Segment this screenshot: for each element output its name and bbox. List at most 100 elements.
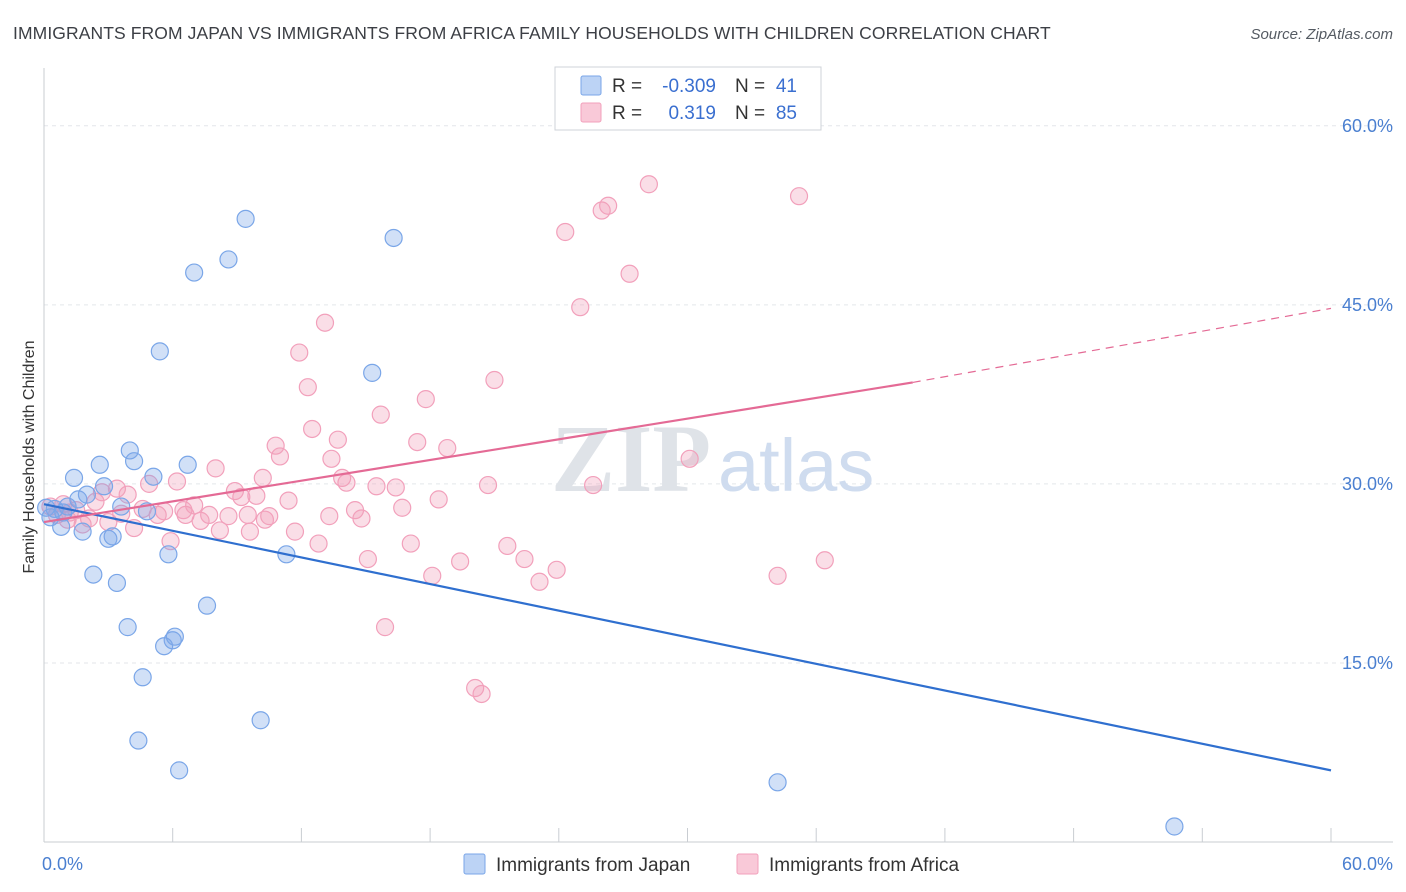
- africa-point: [386, 478, 405, 497]
- japan-point: [69, 490, 88, 509]
- japan-point: [768, 773, 787, 792]
- japan-point: [124, 452, 144, 471]
- japan-point: [197, 596, 217, 615]
- watermark-atlas: atlas: [718, 424, 874, 507]
- japan-point: [384, 228, 403, 248]
- legend-n-label-africa: N =: [735, 103, 765, 124]
- africa-point: [680, 449, 699, 468]
- japan-point: [144, 467, 163, 486]
- japan-points: [37, 209, 1184, 836]
- africa-point: [438, 438, 457, 458]
- africa-point: [639, 175, 658, 194]
- japan-point: [73, 522, 92, 541]
- africa-point: [556, 222, 575, 242]
- japan-point: [118, 618, 137, 637]
- japan-point: [94, 477, 114, 496]
- africa-point: [408, 432, 427, 452]
- legend-r-value-africa: 0.319: [668, 103, 716, 124]
- chart-title: IMMIGRANTS FROM JAPAN VS IMMIGRANTS FROM…: [13, 23, 1051, 43]
- japan-point: [219, 250, 238, 269]
- japan-point: [251, 711, 270, 730]
- legend-n-value-japan: 41: [776, 76, 797, 97]
- japan-point: [84, 565, 103, 584]
- africa-point: [285, 522, 305, 541]
- japan-point: [129, 731, 148, 750]
- bottom-legend: Immigrants from Japan Immigrants from Af…: [463, 853, 959, 876]
- legend-swatch-japan: [580, 75, 602, 96]
- bottom-legend-label-japan: Immigrants from Japan: [496, 855, 690, 876]
- bottom-legend-swatch-japan: [463, 853, 486, 875]
- legend-r-label-japan: R =: [612, 76, 642, 97]
- axes: [43, 68, 1393, 843]
- legend-r-value-japan: -0.309: [662, 76, 716, 97]
- japan-point: [185, 263, 204, 282]
- africa-point: [303, 419, 322, 439]
- japan-point: [112, 497, 131, 516]
- japan-point: [107, 573, 127, 593]
- africa-point: [322, 449, 341, 468]
- africa-points: [41, 175, 834, 704]
- africa-point: [815, 551, 834, 570]
- africa-point: [337, 473, 356, 492]
- africa-point: [451, 552, 470, 571]
- africa-trend-line: [43, 381, 913, 524]
- africa-point: [367, 477, 386, 496]
- africa-point: [478, 475, 498, 495]
- africa-point: [270, 447, 290, 466]
- africa-point: [571, 298, 590, 317]
- africa-point: [167, 472, 187, 491]
- legend-r-label-africa: R =: [612, 103, 642, 124]
- legend-n-value-africa: 85: [776, 103, 797, 124]
- bottom-legend-label-africa: Immigrants from Africa: [769, 855, 959, 876]
- africa-point: [240, 522, 260, 541]
- africa-point: [768, 566, 787, 585]
- africa-point: [515, 549, 534, 569]
- top-legend: R = -0.309 N = 41 R = 0.319 N = 85: [554, 66, 822, 131]
- y-axis-label: Family Households with Children: [21, 341, 38, 574]
- africa-point: [371, 405, 390, 424]
- africa-point: [375, 618, 395, 637]
- africa-point: [290, 343, 309, 362]
- y-tick-label: 30.0%: [1342, 474, 1393, 494]
- japan-point: [170, 761, 189, 780]
- africa-point: [219, 507, 238, 526]
- japan-point: [77, 485, 97, 504]
- africa-point: [279, 491, 298, 510]
- africa-point: [200, 505, 219, 525]
- africa-point: [423, 566, 442, 585]
- watermark: ZIP atlas: [551, 405, 874, 512]
- x-tick-label-min: 0.0%: [42, 854, 83, 874]
- africa-point: [547, 560, 566, 579]
- africa-point: [210, 521, 229, 540]
- africa-point: [309, 534, 328, 553]
- africa-point: [238, 505, 257, 525]
- africa-point: [416, 390, 435, 409]
- africa-point: [328, 430, 347, 449]
- japan-trend-line: [43, 503, 1332, 772]
- africa-point: [429, 490, 448, 509]
- y-tick-label: 45.0%: [1342, 295, 1393, 315]
- africa-point: [789, 187, 809, 206]
- africa-point: [401, 534, 420, 553]
- y-tick-label: 15.0%: [1342, 653, 1393, 673]
- japan-point: [90, 455, 109, 474]
- japan-point: [1165, 817, 1184, 836]
- y-tick-label: 60.0%: [1342, 116, 1393, 136]
- africa-point: [584, 475, 603, 495]
- japan-point: [236, 209, 255, 228]
- bottom-legend-swatch-africa: [736, 853, 759, 875]
- gridlines: [44, 125, 1393, 664]
- japan-point: [150, 342, 169, 361]
- legend-swatch-africa: [580, 102, 602, 123]
- africa-point: [320, 507, 339, 526]
- africa-point: [174, 501, 193, 520]
- japan-point: [133, 668, 152, 687]
- africa-point: [530, 572, 549, 591]
- africa-point: [232, 487, 251, 507]
- japan-point: [165, 627, 184, 646]
- japan-point: [64, 468, 84, 488]
- x-tick-label-max: 60.0%: [1342, 854, 1393, 874]
- africa-point: [393, 498, 412, 517]
- japan-point: [120, 441, 139, 460]
